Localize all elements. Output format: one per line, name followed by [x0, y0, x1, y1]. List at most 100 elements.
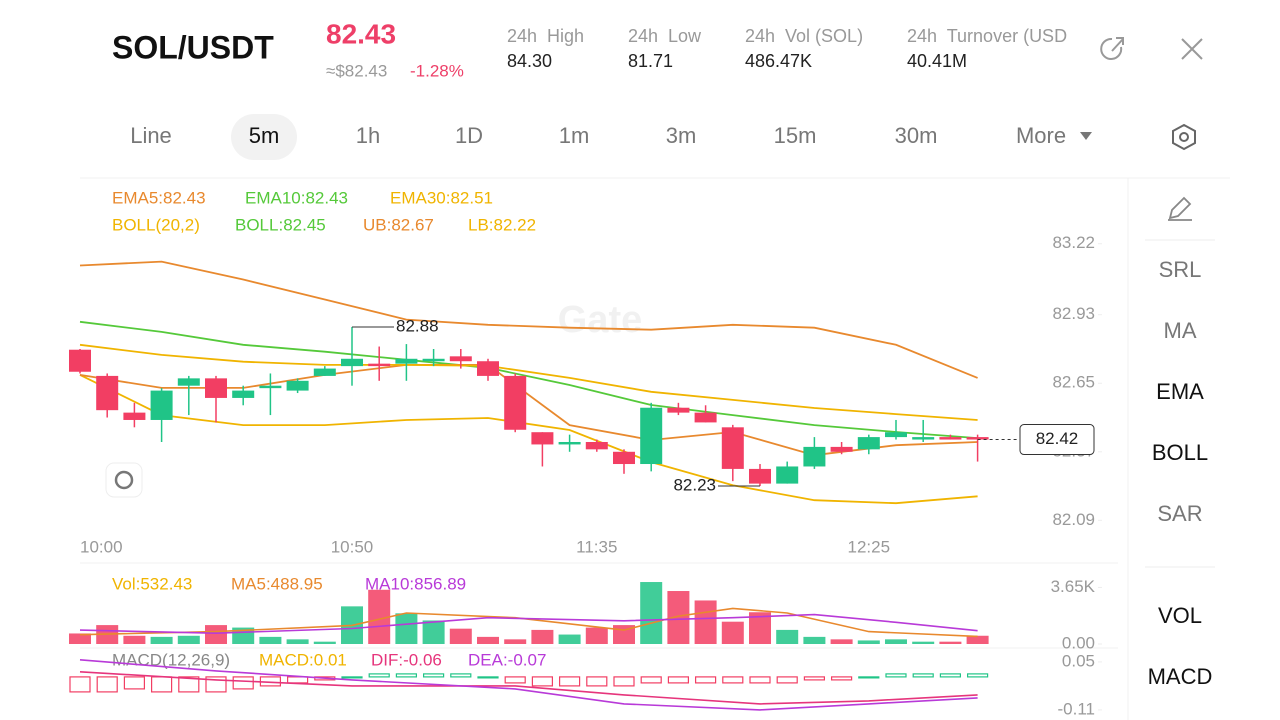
macd-bar: [586, 676, 608, 687]
macd-bar: [858, 676, 880, 679]
macd-bar: [966, 673, 989, 678]
y-tick-label: 82.93: [1052, 304, 1095, 323]
price: 82.43: [326, 18, 396, 49]
candle-body: [177, 378, 200, 386]
more-caret[interactable]: [1080, 132, 1092, 140]
reset-button[interactable]: [105, 462, 143, 498]
candle-body: [558, 441, 581, 445]
low-marker-label: 82.23: [673, 476, 716, 495]
candle-body: [966, 437, 989, 440]
indicator-legend: UB:82.67: [363, 215, 434, 234]
indicator-option[interactable]: VOL: [1158, 603, 1202, 628]
interval-tab[interactable]: More: [1016, 123, 1066, 148]
macd-bar: [423, 673, 445, 678]
volume-bar: [885, 639, 907, 644]
macd-bar: [123, 676, 146, 690]
volume-bar: [177, 635, 200, 644]
volume-bar: [69, 633, 91, 644]
indicator-option[interactable]: BOLL: [1152, 440, 1208, 465]
candle-body: [395, 358, 418, 364]
approx-price: ≈$82.43: [326, 61, 387, 80]
macd-bar: [96, 676, 118, 693]
macd-bar: [912, 673, 934, 678]
interval-tab[interactable]: 1D: [455, 123, 483, 148]
stat-label: 24h Vol (SOL): [745, 26, 863, 46]
indicator-option[interactable]: SRL: [1159, 257, 1202, 282]
share-icon[interactable]: [1100, 37, 1124, 60]
indicator-line: [79, 364, 978, 457]
change: -1.28%: [410, 61, 464, 80]
y-tick-label: 82.65: [1052, 373, 1095, 392]
indicator-option[interactable]: SAR: [1157, 501, 1202, 526]
candle-body: [613, 451, 635, 465]
macd-bar: [803, 676, 826, 681]
settings-dot: [1179, 132, 1189, 142]
interval-tab[interactable]: 1m: [559, 123, 590, 148]
candle-body: [96, 375, 119, 411]
macd-bar: [776, 676, 798, 684]
indicator-option[interactable]: MACD: [1148, 664, 1213, 689]
stat-label: 24h High: [507, 26, 584, 46]
interval-tab[interactable]: 1h: [356, 123, 380, 148]
macd-bar: [749, 676, 771, 684]
volume-bar: [504, 639, 527, 644]
y-tick-label: 82.09: [1052, 510, 1095, 529]
candle-body: [368, 363, 391, 367]
settings-icon[interactable]: [1172, 123, 1196, 151]
volume-bar: [939, 641, 962, 644]
candle-body: [640, 407, 663, 465]
volume-bar: [477, 636, 499, 644]
volume-bar: [422, 620, 445, 644]
indicator-line: [79, 260, 978, 379]
last-price-box: [1019, 424, 1095, 456]
macd-bar: [694, 676, 717, 684]
volume-bar: [449, 628, 472, 644]
candle-body: [449, 356, 472, 362]
interval-tab[interactable]: 5m: [249, 123, 280, 148]
candle-body: [912, 437, 935, 440]
indicator-line: [79, 374, 978, 505]
indicator-legend: DEA:-0.07: [468, 650, 546, 669]
candle-body: [694, 412, 717, 423]
stat-value: 81.71: [628, 51, 673, 71]
x-tick-label: 12:25: [848, 537, 891, 556]
candle-body: [205, 378, 227, 398]
candle-body: [667, 407, 690, 413]
indicator-legend: EMA10:82.43: [245, 188, 348, 207]
candle-body: [313, 368, 336, 376]
interval-tab[interactable]: 15m: [774, 123, 817, 148]
indicator-line: [79, 613, 978, 635]
macd-bar: [504, 676, 526, 684]
volume-bar: [286, 639, 309, 644]
interval-tab[interactable]: Line: [130, 123, 172, 148]
y-tick-label: 3.65K: [1051, 577, 1096, 596]
settings-hex: [1172, 123, 1196, 151]
candle-body: [531, 432, 554, 445]
close-icon[interactable]: [1181, 38, 1203, 60]
volume-bar: [721, 621, 744, 644]
macd-bar: [69, 676, 91, 693]
candle-body: [830, 446, 853, 452]
candle-body: [803, 446, 826, 467]
volume-bar: [313, 641, 336, 644]
pair: SOL/USDT: [112, 29, 274, 65]
indicator-option[interactable]: EMA: [1156, 379, 1204, 404]
candle-body: [123, 412, 146, 420]
macd-bar: [477, 676, 499, 679]
macd-bar: [287, 676, 309, 684]
draw-icon[interactable]: [1168, 196, 1192, 221]
interval-tab[interactable]: 30m: [895, 123, 938, 148]
indicator-option[interactable]: MA: [1164, 318, 1197, 343]
y-tick-label: 83.22: [1052, 233, 1095, 252]
indicator-legend: MACD:0.01: [259, 650, 347, 669]
interval-tab[interactable]: 3m: [666, 123, 697, 148]
macd-bar: [151, 676, 173, 693]
candle-body: [585, 441, 608, 450]
macd-bar: [939, 673, 962, 678]
volume-bar: [395, 613, 418, 644]
volume-bar: [776, 629, 799, 644]
volume-bar: [966, 635, 989, 644]
macd-bar: [830, 676, 853, 681]
macd-bar: [368, 673, 390, 678]
candle-body: [69, 349, 91, 372]
